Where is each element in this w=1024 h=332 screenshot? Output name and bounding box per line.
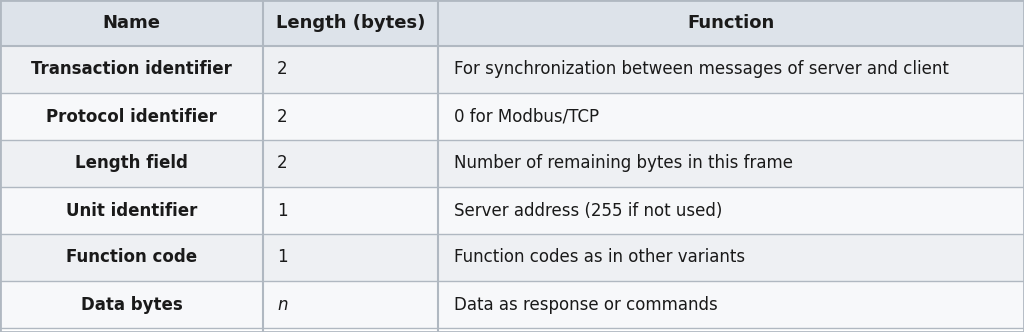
Bar xyxy=(263,234,438,281)
Bar xyxy=(0,140,263,187)
Text: Data as response or commands: Data as response or commands xyxy=(454,295,718,313)
Text: Name: Name xyxy=(102,14,161,32)
Bar xyxy=(263,281,438,328)
Text: Unit identifier: Unit identifier xyxy=(66,202,198,219)
Text: Number of remaining bytes in this frame: Number of remaining bytes in this frame xyxy=(454,154,793,173)
Bar xyxy=(0,46,263,93)
Text: Transaction identifier: Transaction identifier xyxy=(31,60,232,78)
Text: Length (bytes): Length (bytes) xyxy=(275,14,425,32)
Bar xyxy=(0,0,263,46)
Bar xyxy=(438,140,1024,187)
Bar xyxy=(438,234,1024,281)
Text: Function code: Function code xyxy=(66,248,197,267)
Bar xyxy=(263,46,438,93)
Bar xyxy=(0,281,263,328)
Text: 2: 2 xyxy=(278,154,288,173)
Text: Server address (255 if not used): Server address (255 if not used) xyxy=(454,202,722,219)
Bar xyxy=(0,93,263,140)
Bar xyxy=(263,187,438,234)
Text: 1: 1 xyxy=(278,202,288,219)
Text: Data bytes: Data bytes xyxy=(81,295,182,313)
Bar xyxy=(438,281,1024,328)
Bar xyxy=(438,187,1024,234)
Bar xyxy=(438,93,1024,140)
Bar xyxy=(263,140,438,187)
Bar xyxy=(0,234,263,281)
Bar xyxy=(263,93,438,140)
Bar xyxy=(263,0,438,46)
Text: n: n xyxy=(278,295,288,313)
Text: 1: 1 xyxy=(278,248,288,267)
Bar xyxy=(438,46,1024,93)
Text: Length field: Length field xyxy=(75,154,188,173)
Text: 2: 2 xyxy=(278,60,288,78)
Text: For synchronization between messages of server and client: For synchronization between messages of … xyxy=(454,60,949,78)
Text: Function: Function xyxy=(687,14,774,32)
Text: 2: 2 xyxy=(278,108,288,125)
Text: Function codes as in other variants: Function codes as in other variants xyxy=(454,248,745,267)
Text: 0 for Modbus/TCP: 0 for Modbus/TCP xyxy=(454,108,599,125)
Bar xyxy=(0,187,263,234)
Bar xyxy=(438,0,1024,46)
Text: Protocol identifier: Protocol identifier xyxy=(46,108,217,125)
